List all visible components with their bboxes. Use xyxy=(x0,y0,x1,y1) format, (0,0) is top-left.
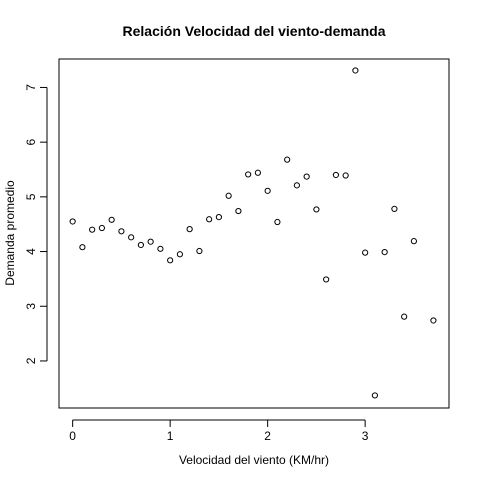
data-point xyxy=(342,172,349,179)
data-point xyxy=(293,182,300,189)
data-point xyxy=(176,251,183,258)
data-point xyxy=(157,245,164,252)
data-points xyxy=(69,67,437,399)
y-tick-label: 6 xyxy=(24,138,38,145)
data-point xyxy=(215,213,222,221)
data-point xyxy=(303,173,310,180)
data-point xyxy=(401,313,408,320)
x-axis-label: Velocidad del viento (KM/hr) xyxy=(179,453,329,467)
data-point xyxy=(206,216,213,223)
data-point xyxy=(410,238,417,245)
data-point xyxy=(381,248,388,256)
data-point xyxy=(167,257,174,264)
x-tick-label: 2 xyxy=(264,429,271,443)
data-point xyxy=(274,218,281,226)
y-tick-label: 5 xyxy=(24,193,38,200)
y-tick-label: 3 xyxy=(24,303,38,310)
data-point xyxy=(391,205,398,212)
data-point xyxy=(186,226,193,233)
data-point xyxy=(371,392,378,399)
y-tick-label: 7 xyxy=(24,84,38,91)
chart-title: Relación Velocidad del viento-demanda xyxy=(123,23,386,39)
data-point xyxy=(235,207,242,215)
data-point xyxy=(128,234,135,241)
plot-frame xyxy=(58,58,450,409)
data-point xyxy=(352,67,359,74)
data-point xyxy=(69,218,76,225)
data-point xyxy=(79,244,86,251)
data-point xyxy=(245,171,252,178)
y-tick-label: 4 xyxy=(24,248,38,255)
data-point xyxy=(137,241,144,249)
data-point xyxy=(118,228,125,235)
y-axis: 2 3 4 5 6 7 xyxy=(24,84,48,364)
data-point xyxy=(284,156,291,163)
data-point xyxy=(98,224,106,232)
data-point xyxy=(108,216,115,223)
data-point xyxy=(225,192,232,199)
data-point xyxy=(313,206,320,213)
data-point xyxy=(147,238,154,245)
data-point xyxy=(264,187,271,194)
data-point xyxy=(254,169,261,176)
data-point xyxy=(362,249,369,256)
data-point xyxy=(430,317,437,324)
x-tick-label: 0 xyxy=(69,429,76,443)
x-tick-label: 3 xyxy=(362,429,369,443)
data-point xyxy=(196,247,203,255)
data-point xyxy=(332,171,339,179)
y-tick-label: 2 xyxy=(24,357,38,364)
data-point xyxy=(323,276,330,283)
y-axis-label: Demanda promedio xyxy=(3,180,17,286)
x-tick-label: 1 xyxy=(167,429,174,443)
data-point xyxy=(89,226,96,233)
x-axis: 0 1 2 3 xyxy=(69,419,369,443)
